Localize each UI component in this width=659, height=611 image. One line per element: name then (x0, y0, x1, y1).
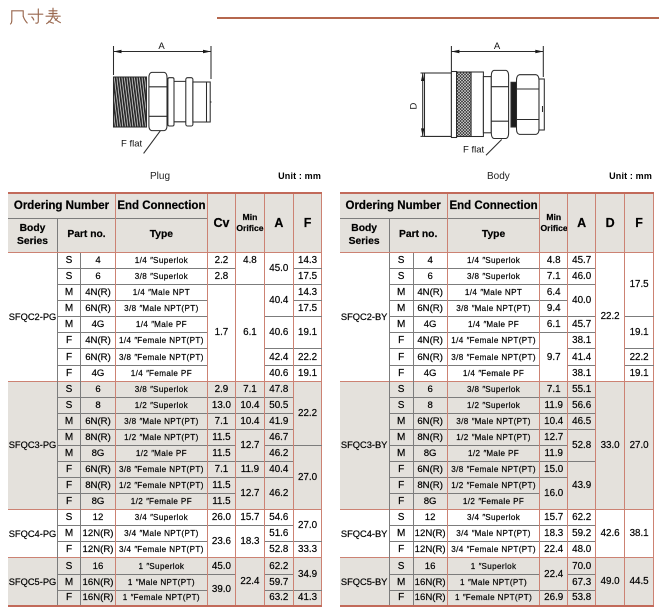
svg-text:F flat: F flat (121, 139, 142, 150)
svg-text:D: D (409, 102, 420, 109)
svg-text:A: A (494, 41, 501, 52)
svg-text:F flat: F flat (463, 145, 484, 156)
svg-text:A: A (158, 41, 165, 52)
